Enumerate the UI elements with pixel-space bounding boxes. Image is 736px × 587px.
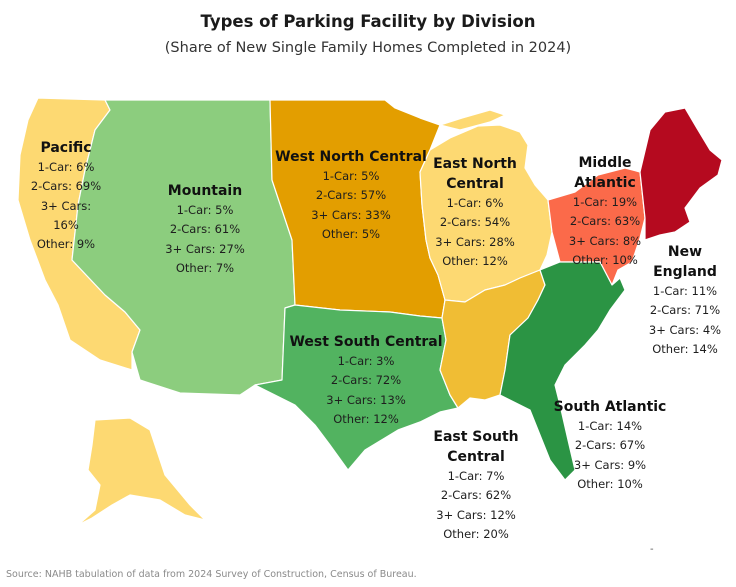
- division-name-line1: East North: [433, 156, 517, 172]
- chart-subtitle: (Share of New Single Family Homes Comple…: [164, 40, 572, 56]
- division-name-line2: England: [653, 264, 717, 280]
- division-1-car: 1-Car: 6%: [446, 196, 504, 210]
- division-3-cars: 3+ Cars: 28%: [435, 234, 515, 249]
- label-new-england: New England 1-Car: 11% 2-Cars: 71% 3+ Ca…: [636, 242, 734, 359]
- label-west-south-central: West South Central 1-Car: 3% 2-Cars: 72%…: [276, 332, 456, 429]
- region-west-south-central[interactable]: [254, 304, 459, 471]
- division-3-cars: 3+ Cars:: [40, 198, 92, 213]
- division-2-cars: 2-Cars: 63%: [569, 214, 641, 229]
- division-2-cars: 2-Cars: 54%: [439, 215, 511, 230]
- region-pacific-alaska[interactable]: [77, 417, 206, 526]
- division-1-car: 1-Car: 14%: [577, 419, 643, 433]
- division-2-cars: 2-Cars: 72%: [330, 373, 402, 388]
- division-other: Other: 7%: [175, 260, 235, 275]
- division-name-line1: Middle: [578, 155, 632, 171]
- label-east-north-central: East North Central 1-Car: 6% 2-Cars: 54%…: [420, 154, 530, 271]
- label-middle-atlantic: Middle Atlantic 1-Car: 19% 2-Cars: 63% 3…: [556, 153, 654, 270]
- label-pacific: Pacific 1-Car: 6% 2-Cars: 69% 3+ Cars: 1…: [18, 138, 114, 254]
- division-1-car: 1-Car: 5%: [176, 203, 234, 217]
- division-name-line2: Central: [446, 176, 504, 192]
- division-3-cars: 3+ Cars: 13%: [326, 392, 406, 407]
- division-3-cars-value: 16%: [53, 217, 79, 232]
- division-1-car: 1-Car: 6%: [37, 160, 95, 174]
- division-other: Other: 5%: [321, 226, 381, 241]
- division-3-cars: 3+ Cars: 33%: [311, 207, 391, 222]
- division-2-cars: 2-Cars: 67%: [574, 438, 646, 453]
- division-name-line2: Atlantic: [574, 175, 636, 191]
- region-new-england[interactable]: [639, 107, 723, 241]
- division-3-cars: 3+ Cars: 9%: [573, 457, 647, 472]
- source-note: Source: NAHB tabulation of data from 202…: [6, 569, 417, 580]
- division-other: Other: 14%: [652, 341, 718, 356]
- division-name: Mountain: [167, 183, 243, 199]
- division-name: West North Central: [275, 149, 427, 165]
- division-other: Other: 20%: [443, 526, 509, 541]
- label-mountain: Mountain 1-Car: 5% 2-Cars: 61% 3+ Cars: …: [140, 181, 270, 278]
- division-3-cars: 3+ Cars: 27%: [165, 241, 245, 256]
- division-name: West South Central: [289, 334, 443, 350]
- division-name-line1: East South: [433, 429, 519, 445]
- region-east-north-central[interactable]: [419, 109, 553, 303]
- division-1-car: 1-Car: 11%: [652, 284, 718, 298]
- division-other: Other: 12%: [442, 253, 508, 268]
- division-2-cars: 2-Cars: 61%: [169, 222, 241, 237]
- division-other: Other: 9%: [36, 237, 96, 252]
- division-1-car: 1-Car: 19%: [572, 195, 638, 209]
- division-2-cars: 2-Cars: 71%: [649, 303, 721, 318]
- division-1-car: 1-Car: 3%: [337, 354, 395, 368]
- label-west-north-central: West North Central 1-Car: 5% 2-Cars: 57%…: [268, 147, 434, 244]
- division-1-car: 1-Car: 5%: [322, 169, 380, 183]
- division-3-cars: 3+ Cars: 8%: [568, 233, 642, 248]
- division-3-cars: 3+ Cars: 12%: [436, 507, 516, 522]
- label-south-atlantic: South Atlantic 1-Car: 14% 2-Cars: 67% 3+…: [548, 397, 672, 494]
- division-2-cars: 2-Cars: 57%: [315, 188, 387, 203]
- division-2-cars: 2-Cars: 69%: [30, 179, 102, 194]
- region-south-atlantic[interactable]: [499, 261, 626, 481]
- division-2-cars: 2-Cars: 62%: [440, 488, 512, 503]
- division-3-cars: 3+ Cars: 4%: [648, 322, 722, 337]
- footer-mark: -: [650, 544, 654, 555]
- division-name: South Atlantic: [553, 399, 667, 415]
- chart-title: Types of Parking Facility by Division: [200, 12, 536, 31]
- division-name-line1: New: [667, 244, 703, 260]
- division-other: Other: 12%: [333, 411, 399, 426]
- label-east-south-central: East South Central 1-Car: 7% 2-Cars: 62%…: [424, 427, 528, 544]
- division-1-car: 1-Car: 7%: [447, 469, 505, 483]
- division-name-line2: Central: [447, 449, 505, 465]
- division-name: Pacific: [40, 140, 92, 156]
- division-other: Other: 10%: [577, 476, 643, 491]
- division-other: Other: 10%: [572, 252, 638, 267]
